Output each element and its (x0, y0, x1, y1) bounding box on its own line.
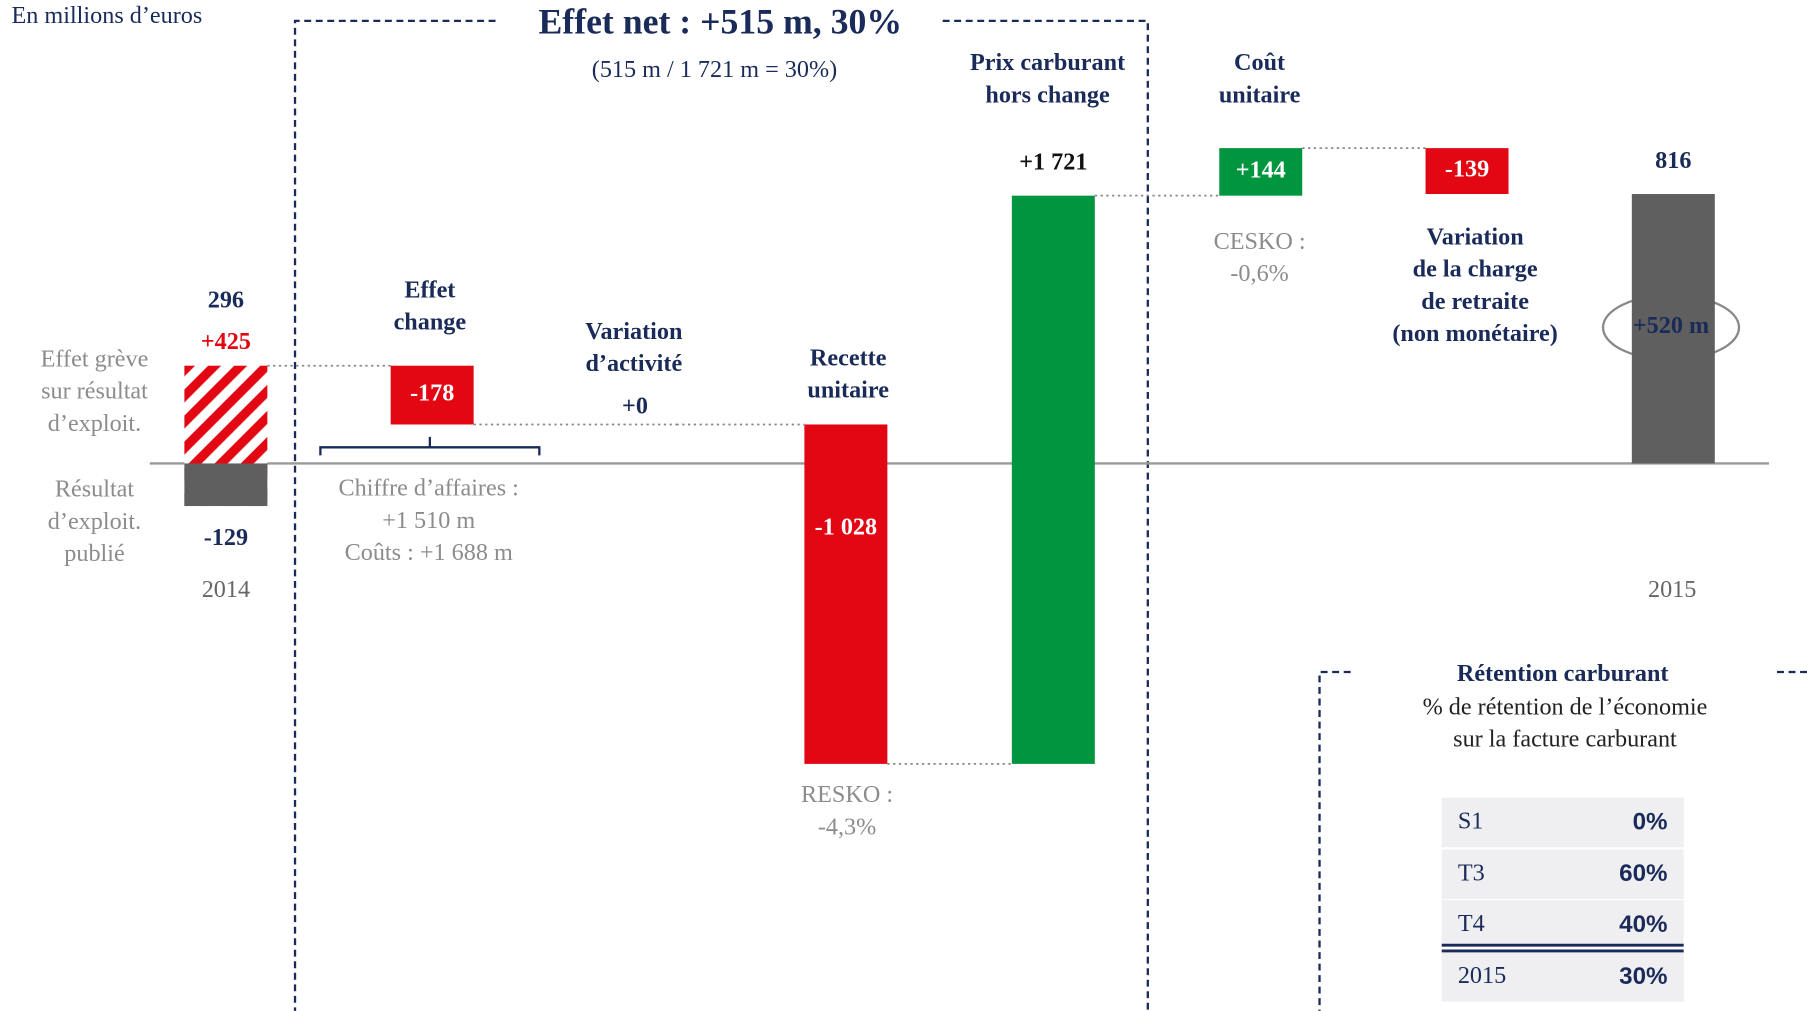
note: Coûts : +1 688 m (345, 539, 513, 566)
step-name: hors change (985, 82, 1110, 109)
year-label: 2015 (1648, 576, 1696, 603)
table-row (1441, 952, 1684, 1002)
value-label: -139 (1445, 156, 1489, 183)
bar (184, 463, 268, 507)
note: -0,6% (1230, 260, 1288, 287)
value-label: 816 (1655, 147, 1691, 174)
step-name: unitaire (807, 377, 889, 404)
net-effect-frame (293, 19, 1149, 1011)
retention-subtitle: % de rétention de l’économie (1423, 693, 1708, 720)
row-value: 0% (1633, 808, 1668, 835)
bar (804, 424, 888, 764)
step-name: Coût (1234, 49, 1285, 76)
row-label: T4 (1458, 910, 1485, 937)
badge-label: +520 m (1633, 312, 1709, 339)
note: -4,3% (818, 813, 876, 840)
note: d’exploit. (48, 508, 141, 535)
bar (390, 365, 474, 425)
note: +1 510 m (382, 507, 475, 534)
note: Résultat (55, 476, 135, 503)
step-name: Recette (810, 344, 887, 371)
value-label: +1 721 (1019, 148, 1087, 175)
bar (1631, 194, 1715, 464)
step-name: (non monétaire) (1392, 320, 1558, 347)
step-name: Prix carburant (970, 49, 1125, 76)
note: publié (64, 540, 124, 567)
retention-frame (1318, 670, 1807, 1011)
table-row (1441, 900, 1684, 944)
note: d’exploit. (48, 410, 141, 437)
bar (1425, 148, 1509, 195)
value-label: -129 (204, 524, 248, 551)
step-name: Effet (404, 276, 455, 303)
note: sur résultat (41, 378, 148, 405)
table-row (1441, 849, 1684, 900)
value-label: +0 (622, 393, 648, 420)
row-value: 40% (1619, 911, 1667, 938)
note: Chiffre d’affaires : (338, 474, 518, 501)
bar (1011, 195, 1095, 764)
table-row (1441, 797, 1684, 848)
note: Effet grève (41, 345, 149, 372)
row-label: 2015 (1458, 962, 1506, 989)
row-label: T3 (1458, 859, 1485, 886)
retention-subtitle: sur la facture carburant (1453, 726, 1677, 753)
year-label: 2014 (202, 576, 250, 603)
note: RESKO : (801, 781, 893, 808)
title: Effet net : +515 m, 30% (538, 2, 902, 42)
retention-title: Rétention carburant (1457, 660, 1669, 687)
value-label: +425 (201, 328, 251, 355)
step-name: de la charge (1413, 256, 1538, 283)
step-name: Variation (585, 318, 683, 345)
step-name: unitaire (1219, 82, 1301, 109)
step-name: Variation (1426, 223, 1524, 250)
value-label: +144 (1236, 156, 1286, 183)
unit-label: En millions d’euros (12, 2, 203, 29)
value-label: -1 028 (815, 514, 877, 541)
step-name: de retraite (1421, 288, 1529, 315)
row-value: 60% (1619, 860, 1667, 887)
value-label: -178 (410, 380, 454, 407)
subtitle: (515 m / 1 721 m = 30%) (592, 56, 837, 83)
step-name: change (394, 309, 467, 336)
note: CESKO : (1214, 228, 1306, 255)
row-value: 30% (1619, 963, 1667, 990)
step-name: d’activité (585, 350, 682, 377)
bracket (319, 436, 541, 456)
bar (1219, 148, 1303, 196)
row-label: S1 (1458, 808, 1484, 835)
total-label: 296 (208, 287, 244, 314)
